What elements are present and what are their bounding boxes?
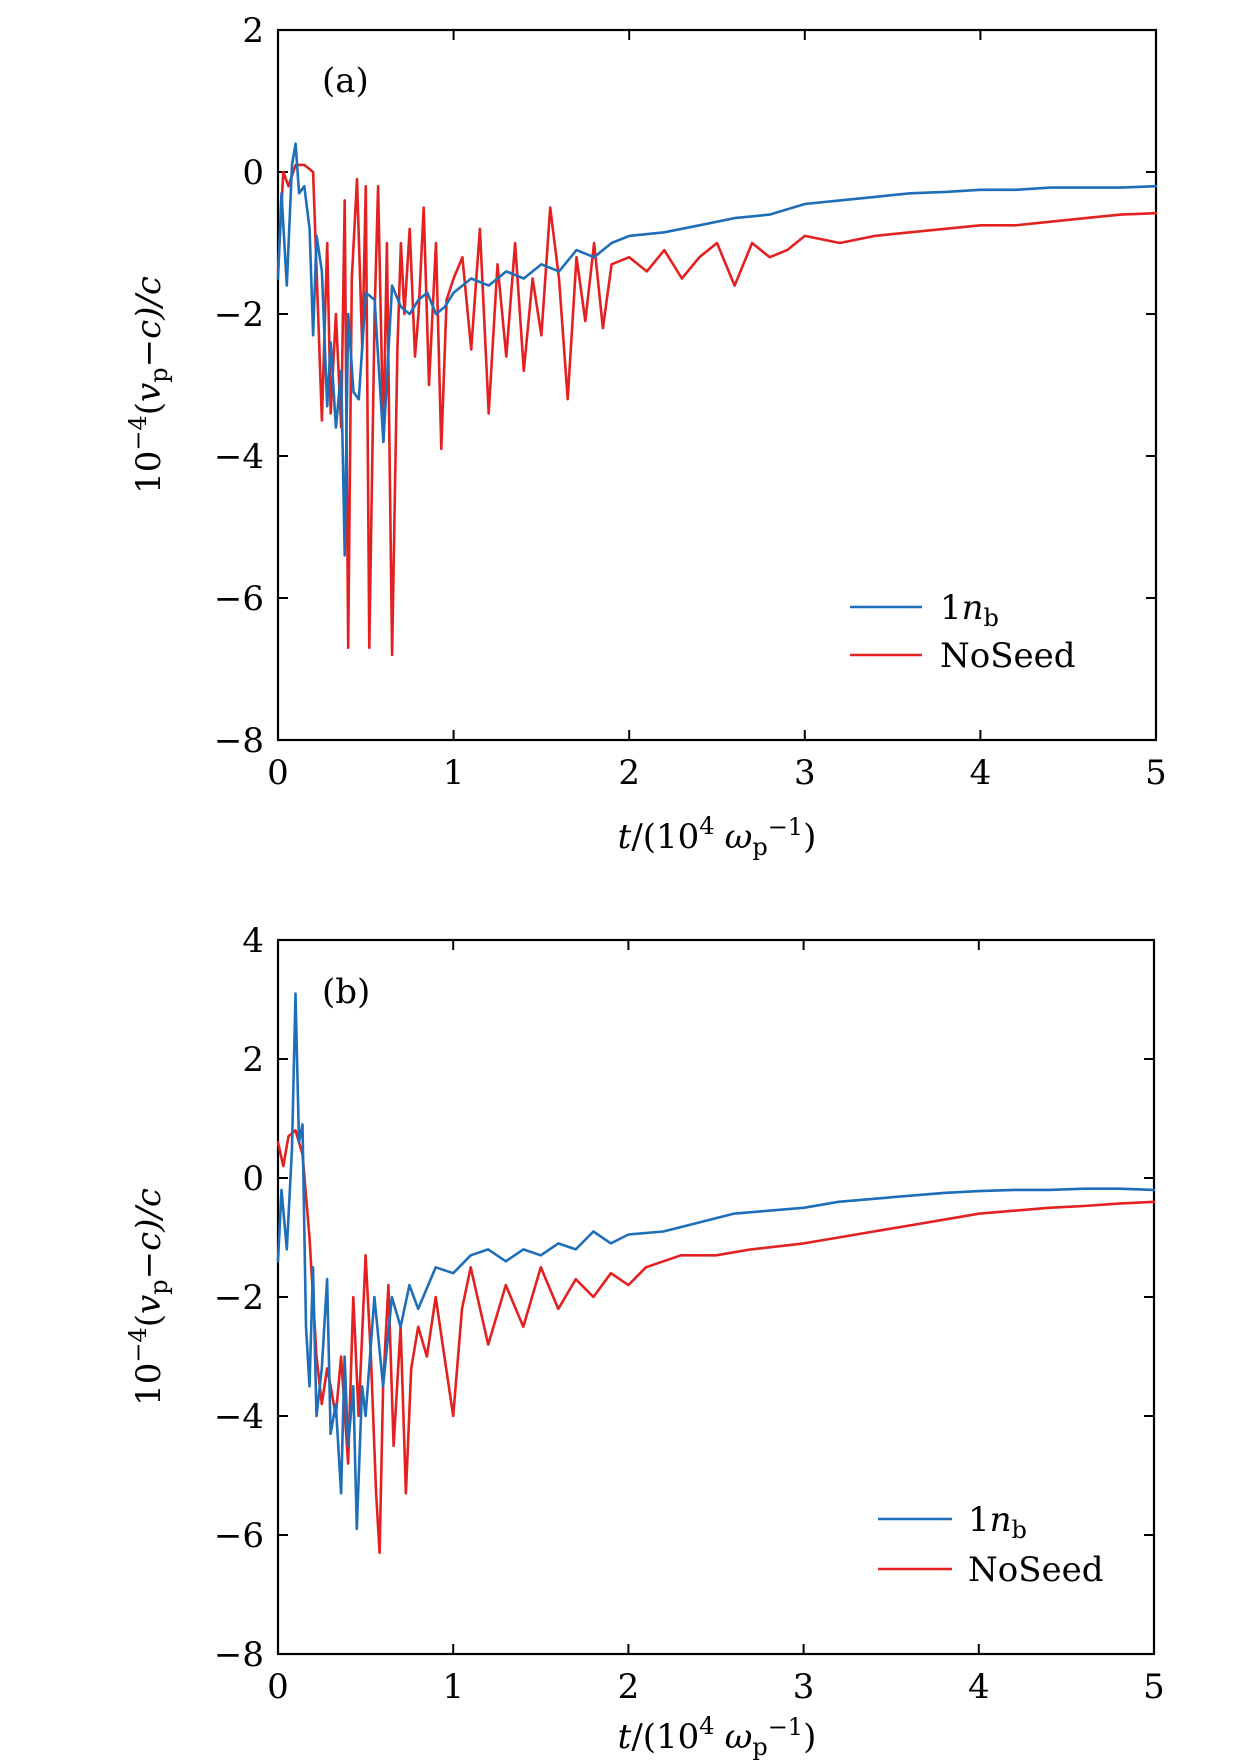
y-tick-label: −8: [214, 1635, 264, 1675]
y-tick-label: −6: [214, 579, 264, 619]
plot-frame-a: [276, 28, 1158, 742]
legend-b: 1nb NoSeed: [878, 1500, 1104, 1590]
series-lines-b: [276, 992, 1156, 1555]
ticks-b: 0 1 2 3 4 5 4 2 0 −2 −4 −6 −8: [214, 921, 1165, 1707]
x-tick-label: 3: [793, 1667, 815, 1707]
series-line-noseed-b: [276, 1129, 1156, 1555]
y-tick-label: −4: [214, 1397, 264, 1437]
x-tick-label: 1: [443, 753, 465, 793]
panel-label-b: (b): [322, 972, 370, 1012]
y-tick-label: −6: [214, 1516, 264, 1556]
x-axis-label-a: t/(104 ωp−1): [618, 812, 817, 861]
y-tick-label: 2: [242, 1040, 264, 1080]
series-line-1nb-b: [276, 992, 1156, 1531]
series-lines-a: [276, 142, 1158, 657]
legend-a: 1nb NoSeed: [850, 588, 1076, 676]
y-tick-label: 0: [242, 153, 264, 193]
x-tick-label: 4: [968, 1667, 990, 1707]
y-tick-label: −4: [214, 437, 264, 477]
y-tick-label: 2: [242, 11, 264, 51]
panel-label-a: (a): [322, 61, 369, 101]
y-tick-label: −2: [214, 295, 264, 335]
x-tick-label: 2: [618, 753, 640, 793]
x-tick-label: 1: [442, 1667, 464, 1707]
y-tick-label: −2: [214, 1278, 264, 1318]
y-axis-label-b: 10−4(vp−c)/c: [124, 1188, 173, 1406]
series-line-1nb-a: [276, 142, 1158, 557]
x-tick-label: 0: [267, 1667, 289, 1707]
plot-frame-b: [276, 938, 1156, 1656]
x-tick-label: 2: [618, 1667, 640, 1707]
panel-b: 0 1 2 3 4 5 4 2 0 −2 −4 −6 −8 (b) 1nb NoSeed 10−4(vp…: [124, 921, 1165, 1761]
y-axis-label-a: 10−4(vp−c)/c: [124, 276, 173, 494]
legend-label-1nb-b: 1nb: [968, 1500, 1027, 1544]
x-axis-label-b: t/(104 ωp−1): [618, 1712, 817, 1761]
panel-a: 0 1 2 3 4 5 2 0 −2 −4 −6 −8 (a) 1nb NoSeed 10−4(vp−…: [124, 11, 1167, 861]
x-tick-label: 3: [794, 753, 816, 793]
x-tick-label: 5: [1145, 753, 1167, 793]
x-tick-label: 4: [970, 753, 992, 793]
y-tick-label: −8: [214, 721, 264, 761]
legend-label-noseed-b: NoSeed: [968, 1550, 1104, 1590]
x-tick-label: 5: [1143, 1667, 1165, 1707]
legend-label-noseed-a: NoSeed: [940, 636, 1076, 676]
ticks-a: 0 1 2 3 4 5 2 0 −2 −4 −6 −8: [214, 11, 1167, 793]
series-line-noseed-a: [276, 163, 1158, 657]
y-tick-label: 0: [242, 1159, 264, 1199]
x-tick-label: 0: [267, 753, 289, 793]
legend-label-1nb-a: 1nb: [940, 588, 999, 632]
y-tick-label: 4: [242, 921, 264, 961]
